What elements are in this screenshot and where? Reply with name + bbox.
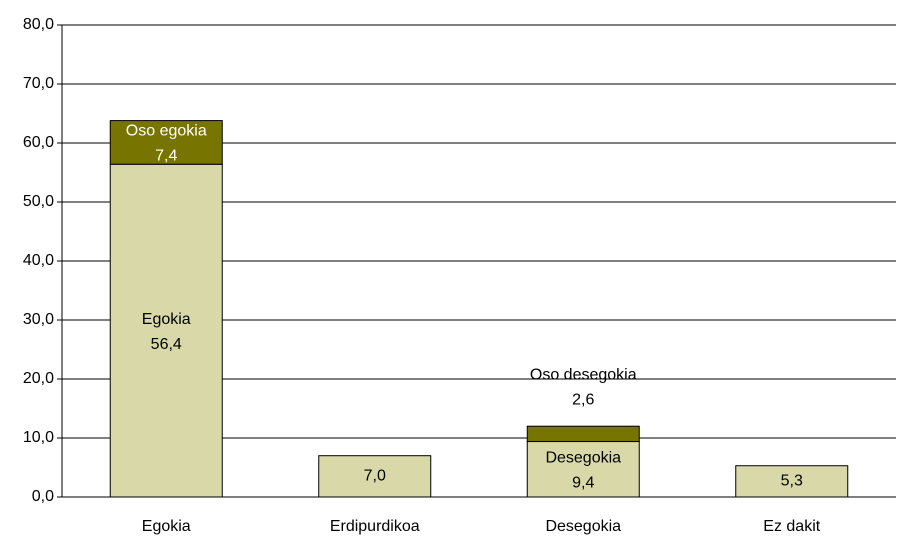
bar-segment [109, 120, 223, 165]
bar-segment [526, 425, 640, 443]
y-tick-label: 20,0 [23, 370, 54, 387]
x-tick-label: Egokia [142, 518, 191, 535]
value-label: 2,6 [572, 391, 594, 408]
value-label: 56,4 [151, 336, 182, 353]
y-tick-label: 40,0 [23, 252, 54, 269]
segment-name: Egokia [142, 311, 191, 328]
segment-name: Oso desegokia [530, 366, 637, 383]
bar-segment [318, 455, 432, 498]
y-tick-label: 30,0 [23, 311, 54, 328]
x-tick-label: Erdipurdikoa [330, 518, 420, 535]
y-tick-label: 50,0 [23, 193, 54, 210]
x-tick-label: Desegokia [545, 518, 621, 535]
x-tick-label: Ez dakit [763, 518, 820, 535]
y-tick-label: 10,0 [23, 429, 54, 446]
bar-segment [526, 441, 640, 498]
bar-segment [109, 163, 223, 498]
segment-name: Desegokia [545, 449, 621, 466]
segment-name: Oso egokia [126, 123, 207, 140]
bar-segment [735, 465, 849, 498]
y-tick-label: 80,0 [23, 16, 54, 33]
y-tick-label: 60,0 [23, 134, 54, 151]
value-label: 5,3 [781, 473, 803, 490]
value-label: 9,4 [572, 474, 594, 491]
y-tick-label: 0,0 [32, 488, 54, 505]
value-label: 7,4 [155, 148, 177, 165]
y-tick-label: 70,0 [23, 75, 54, 92]
value-label: 7,0 [364, 468, 386, 485]
